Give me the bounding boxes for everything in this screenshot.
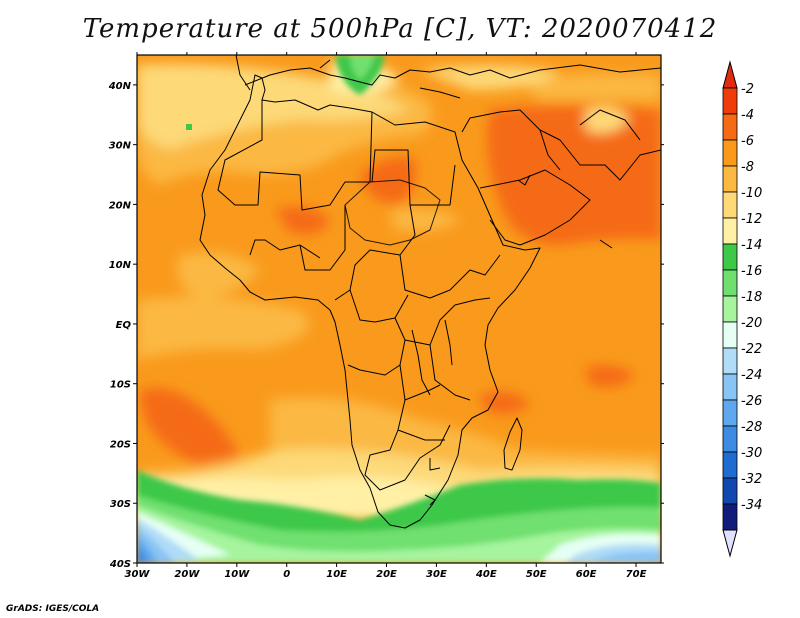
lon-tick-label: 10W [224, 569, 250, 580]
coastlines [199, 55, 661, 529]
map-title: Temperature at 500hPa [C], VT: 202007041… [82, 14, 718, 44]
plot-frame [136, 54, 662, 564]
lat-tick-label: 10S [110, 380, 131, 391]
colorbar-label: -16 [741, 264, 762, 279]
temperature-field [137, 55, 661, 563]
lon-tick-label: 60E [576, 569, 597, 580]
credit-text: GrADS: IGES/COLA [6, 604, 100, 614]
colorbar-swatch [722, 269, 738, 297]
lat-tick-label: 30N [109, 141, 132, 152]
colorbar-bottom-triangle [722, 529, 738, 558]
colorbar-swatch [722, 295, 738, 323]
lat-tick-label: 10N [109, 260, 132, 271]
colorbar-swatch [722, 347, 738, 375]
lon-tick-label: 0 [283, 569, 290, 580]
lat-tick-label: 30S [110, 499, 131, 510]
colorbar-swatch [722, 243, 738, 271]
colorbar-swatch [722, 425, 738, 453]
colorbar: -2 -4 -6 -8 -10 -12 -14 -16 -18 -20 -22 -24 -26 -28 -3… [722, 60, 762, 558]
colorbar-top-triangle [722, 60, 738, 89]
lon-tick-label: 20W [174, 569, 200, 580]
lat-tick-label: 20S [110, 439, 131, 450]
colorbar-swatch [722, 217, 738, 245]
lat-tick-label: 40S [109, 559, 131, 570]
lon-tick-label: 40E [475, 569, 497, 580]
longitude-axis: 30W 20W 10W 0 10E 20E 30E 40E 50E 60E 70E [125, 52, 647, 580]
colorbar-swatch [722, 113, 738, 141]
colorbar-swatch [722, 399, 738, 427]
colorbar-swatch [722, 373, 738, 401]
colorbar-swatch [722, 191, 738, 219]
colorbar-label: -34 [741, 498, 762, 513]
colorbar-label: -28 [741, 420, 762, 435]
colorbar-swatch [722, 451, 738, 479]
colorbar-swatch [722, 503, 738, 531]
colorbar-label: -22 [741, 342, 762, 357]
lat-tick-label: EQ [116, 320, 132, 331]
colorbar-label: -12 [741, 212, 762, 227]
lon-tick-label: 10E [326, 569, 347, 580]
colorbar-label: -14 [741, 238, 762, 253]
lat-tick-label: 40N [108, 81, 132, 92]
colorbar-label: -26 [741, 394, 762, 409]
latitude-axis: 40N 30N 20N 10N EQ 10S 20S 30S 40S [108, 81, 664, 570]
colorbar-label: -24 [741, 368, 762, 383]
colorbar-swatch [722, 321, 738, 349]
colorbar-label: -6 [741, 134, 754, 149]
colorbar-swatch [722, 139, 738, 167]
lon-tick-label: 50E [526, 569, 547, 580]
colorbar-label: -10 [741, 186, 762, 201]
colorbar-label: -2 [741, 82, 754, 97]
colorbar-label: -20 [741, 316, 762, 331]
lon-tick-label: 20E [376, 569, 397, 580]
colorbar-label: -8 [741, 160, 754, 175]
lat-tick-label: 20N [109, 200, 132, 211]
colorbar-label: -30 [741, 446, 762, 461]
colorbar-label: -32 [741, 472, 762, 487]
colorbar-swatch [722, 165, 738, 193]
lon-tick-label: 70E [626, 569, 647, 580]
colorbar-swatch [722, 87, 738, 115]
colorbar-swatch [722, 477, 738, 505]
lon-tick-label: 30W [125, 569, 151, 580]
lon-tick-label: 30E [426, 569, 447, 580]
colorbar-label: -18 [741, 290, 762, 305]
colorbar-label: -4 [741, 108, 754, 123]
